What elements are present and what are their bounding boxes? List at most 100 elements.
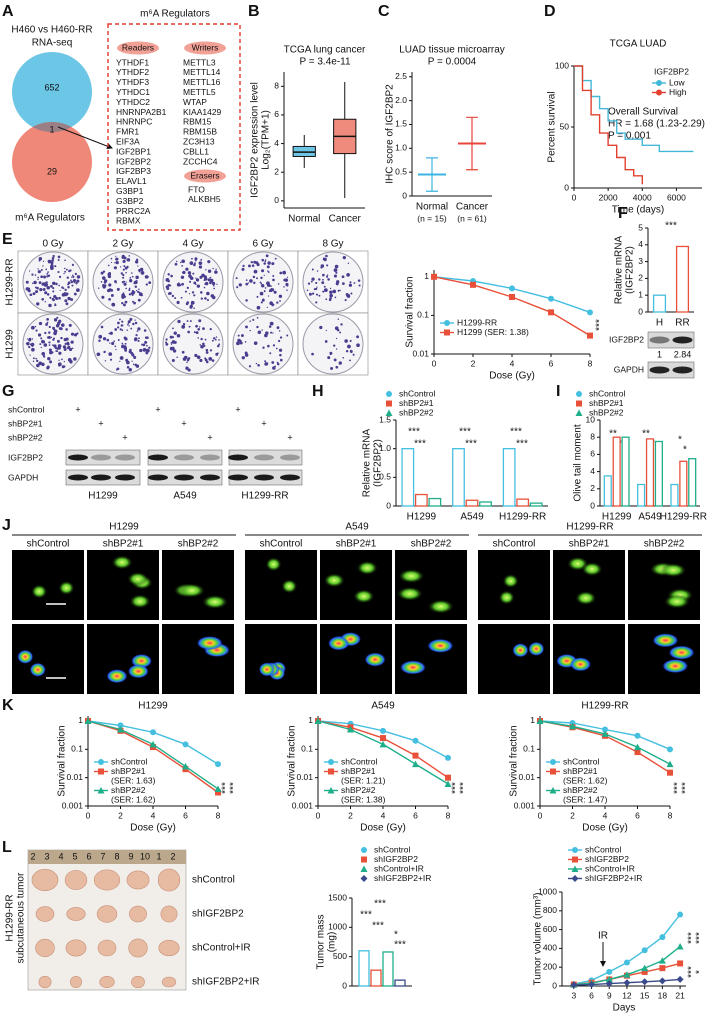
colony — [111, 302, 116, 307]
bar — [516, 498, 530, 507]
colony — [264, 360, 267, 363]
colony — [57, 255, 61, 259]
x-tick-label: 4 — [151, 810, 156, 820]
colony — [253, 260, 257, 264]
colony — [55, 282, 58, 286]
condition: shBP2#2 — [8, 432, 43, 442]
colony — [52, 290, 55, 293]
plate — [22, 313, 84, 375]
colony — [346, 273, 350, 277]
band — [672, 336, 693, 344]
bar — [382, 951, 394, 987]
colony — [73, 333, 78, 337]
tumor — [129, 905, 147, 923]
y-axis-label: Survival fraction — [57, 725, 68, 796]
y-axis-label: Survival fraction — [509, 725, 520, 796]
legend-label: shIGF2BP2 — [374, 854, 418, 864]
colony — [31, 342, 34, 346]
colony — [58, 359, 60, 361]
colony — [138, 288, 140, 291]
colony — [186, 361, 188, 364]
colony — [52, 281, 56, 285]
legend-label: shIGF2BP2+IR — [585, 873, 642, 883]
x-tick-label: 9 — [607, 990, 612, 1000]
venn-label: m⁶A Regulators — [15, 213, 85, 224]
colony — [211, 359, 215, 362]
colony — [37, 276, 39, 279]
colony — [127, 323, 129, 326]
bar — [603, 475, 612, 507]
y-axis-label: Relative mRNA — [614, 236, 625, 305]
group-label: shControl+IR — [192, 943, 251, 954]
band — [174, 454, 194, 461]
annotation: *** — [673, 782, 684, 794]
colony — [191, 291, 195, 294]
regulator: YTHDF1 — [116, 57, 149, 67]
colony — [44, 291, 48, 295]
comet — [512, 643, 529, 658]
legend-note: (SER: 1.47) — [563, 794, 608, 804]
colony — [198, 265, 203, 269]
colony — [278, 339, 281, 343]
bar — [670, 483, 679, 507]
colony — [51, 256, 55, 260]
colony — [72, 275, 75, 279]
colony — [41, 362, 45, 367]
colony — [126, 329, 129, 331]
colony — [117, 321, 120, 325]
colony — [321, 281, 325, 285]
colony — [252, 275, 256, 279]
colony — [265, 331, 269, 335]
comet — [581, 562, 603, 577]
colony — [272, 278, 275, 282]
colony — [189, 320, 192, 323]
x-tick-label: 21 — [675, 990, 685, 1000]
colony — [323, 285, 326, 288]
colony — [335, 271, 338, 274]
colony — [349, 350, 353, 354]
data-point — [84, 717, 92, 724]
colony — [256, 317, 259, 319]
bar — [370, 969, 382, 987]
category-label: RR — [675, 318, 689, 329]
annotation: *** — [414, 439, 426, 450]
colony — [67, 286, 70, 289]
tumor — [157, 868, 181, 892]
colony — [263, 274, 265, 277]
colony — [70, 340, 74, 344]
blot-label: GAPDH — [614, 364, 644, 374]
colony — [170, 343, 173, 345]
colony — [115, 281, 117, 284]
regulator: IGF2BP2 — [116, 156, 151, 166]
colony — [36, 359, 39, 363]
y-tick-label: 2.0 — [395, 95, 407, 105]
band — [254, 454, 274, 461]
colony — [76, 288, 80, 292]
data-point — [587, 309, 593, 316]
colony — [200, 344, 204, 349]
data-point — [412, 760, 419, 768]
bar — [654, 440, 663, 507]
legend-marker — [571, 865, 579, 872]
comet-image — [553, 550, 625, 620]
n-label: (n = 61) — [457, 213, 487, 223]
colony — [42, 265, 44, 267]
band — [115, 454, 135, 461]
colony — [247, 282, 250, 284]
pill — [184, 41, 226, 55]
colony — [186, 301, 190, 304]
colony — [73, 357, 77, 361]
legend-marker — [576, 391, 582, 397]
colony — [138, 269, 141, 272]
colony — [102, 337, 107, 341]
y-tick-label: 800 — [543, 905, 557, 915]
colony — [126, 258, 131, 262]
regulator: KIAA1429 — [183, 107, 222, 117]
venn-count: 652 — [44, 82, 59, 92]
colony — [110, 261, 113, 264]
colony — [68, 347, 73, 352]
colony — [201, 273, 205, 278]
colony — [316, 270, 319, 272]
colony — [266, 283, 271, 288]
legend-marker — [656, 80, 662, 86]
